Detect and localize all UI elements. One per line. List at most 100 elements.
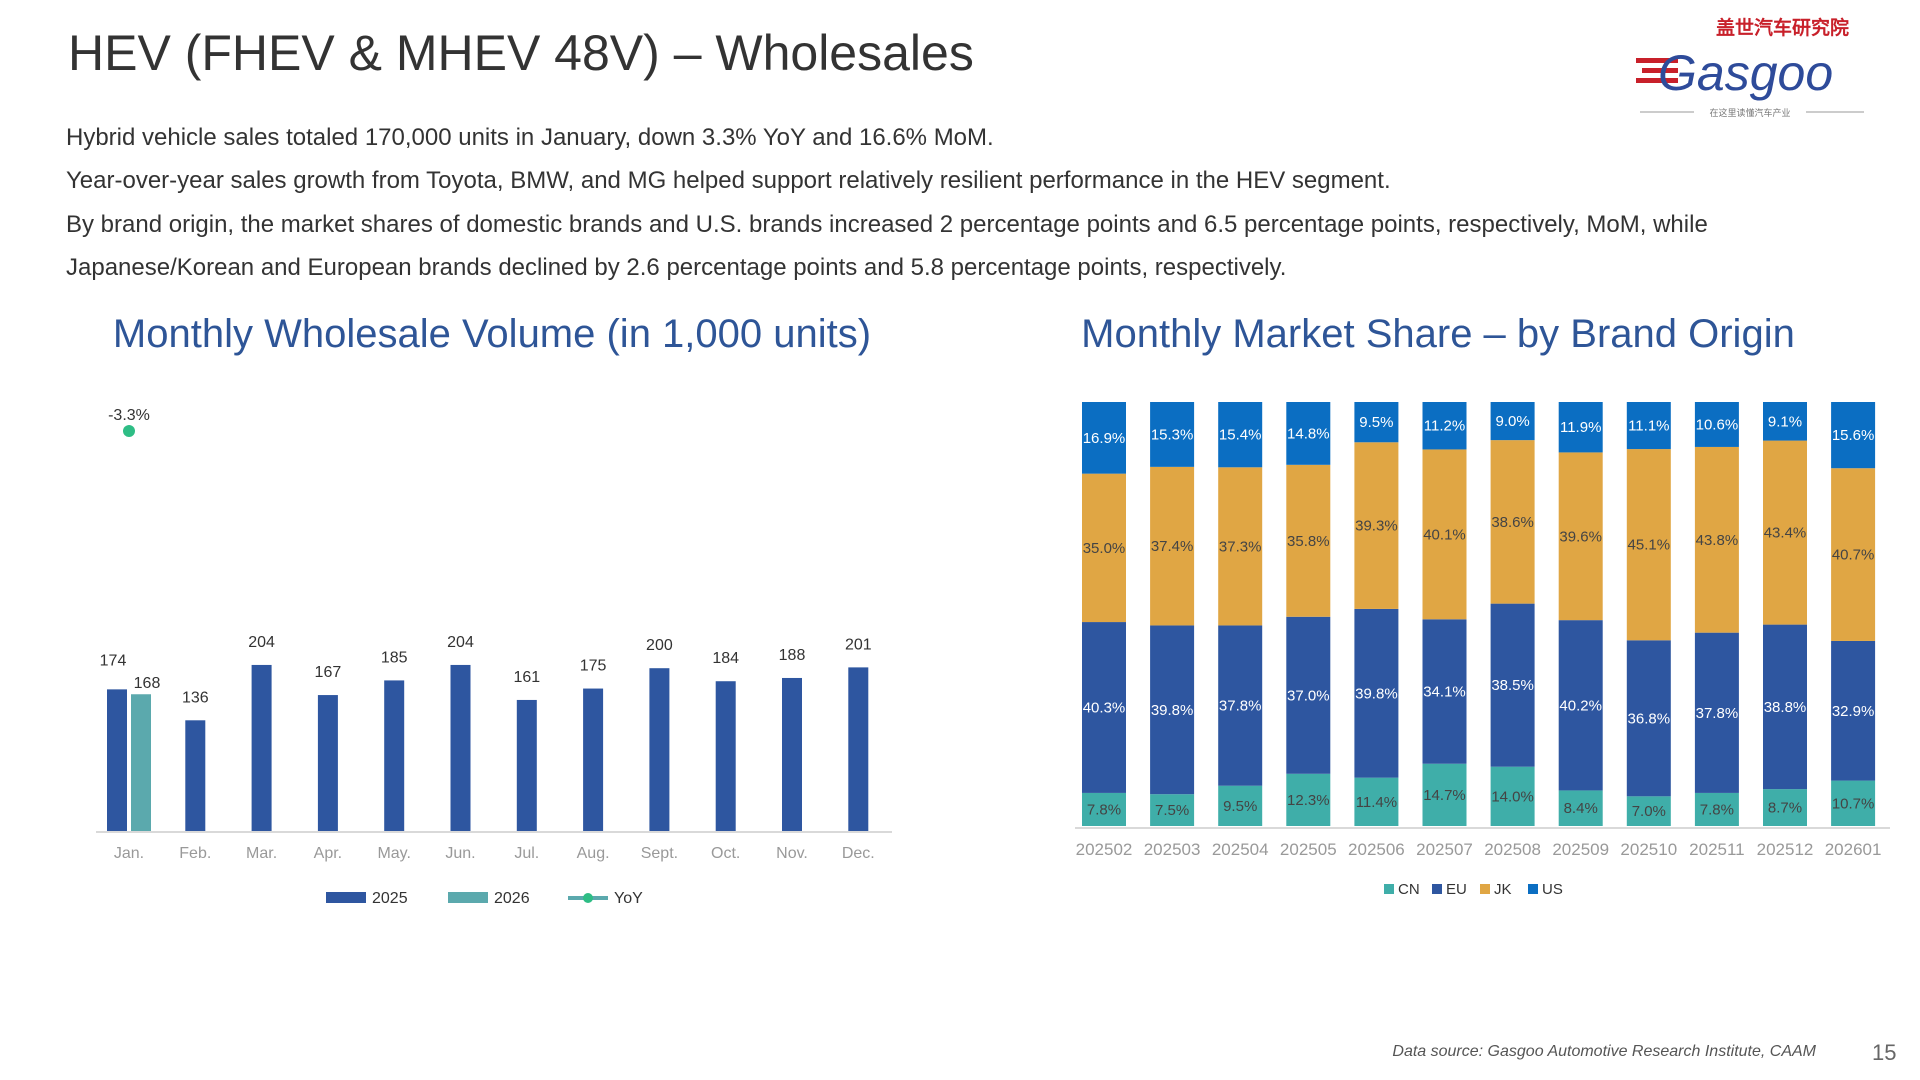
svg-text:在这里读懂汽车产业: 在这里读懂汽车产业 [1709,107,1790,118]
x-tick-label: 202503 [1144,840,1201,859]
x-tick-label: Dec. [842,845,875,862]
segment-label-eu: 40.3% [1083,699,1126,716]
segment-label-jk: 35.0% [1083,540,1126,557]
segment-label-eu: 34.1% [1423,684,1466,701]
bar-segment-us [1082,402,1126,474]
bar-segment-us [1558,402,1603,453]
legend-label-us: US [1542,881,1563,898]
x-tick-label: Nov. [776,845,808,862]
segment-label-cn: 7.8% [1087,801,1121,818]
x-tick-label: Aug. [577,845,610,862]
bar-segment-cn [1490,766,1535,826]
segment-label-cn: 8.7% [1768,800,1802,817]
segment-label-cn: 7.8% [1700,801,1734,818]
bar-segment-cn [1354,777,1399,826]
data-label-2026: 168 [134,675,161,692]
x-tick-label: 202601 [1825,840,1882,859]
page-number: 15 [1872,1040,1897,1065]
legend-label-eu: EU [1446,881,1467,898]
segment-label-us: 9.0% [1495,413,1529,430]
segment-label-us: 11.1% [1628,418,1669,435]
data-label-2025: 136 [182,689,209,706]
bar-segment-eu [1354,608,1399,778]
bar-segment-cn [1558,790,1603,826]
bar-segment-jk [1150,466,1195,626]
bar-segment-eu [1150,625,1195,795]
segment-label-jk: 37.4% [1151,538,1194,555]
segment-label-us: 15.3% [1151,426,1194,443]
bar-2025 [715,681,736,831]
segment-label-cn: 7.5% [1155,802,1189,819]
x-tick-label: 202511 [1689,840,1744,859]
bar-segment-us [1422,402,1467,450]
data-label-2025: 161 [513,669,540,686]
bar-segment-jk [1082,473,1126,623]
bar-segment-eu [1286,616,1331,774]
data-source-note: Data source: Gasgoo Automotive Research … [1392,1043,1816,1060]
bar-segment-jk [1694,446,1739,633]
bar-segment-eu [1694,632,1739,793]
segment-label-eu: 36.8% [1628,710,1671,727]
segment-label-eu: 39.8% [1355,685,1398,702]
data-label-2025: 204 [447,634,474,651]
bar-2025 [649,668,670,831]
bar-2025 [107,689,127,831]
bar-segment-cn [1286,773,1331,826]
bar-segment-eu [1490,603,1535,767]
segment-label-us: 11.2% [1424,418,1465,435]
x-tick-label: 202507 [1416,840,1473,859]
segment-label-us: 16.9% [1083,430,1126,447]
summary-line-1: Hybrid vehicle sales totaled 170,000 uni… [66,124,994,151]
legend-swatch-2025 [326,892,366,903]
x-tick-label: Jan. [114,845,144,862]
x-tick-label: 202506 [1348,840,1405,859]
segment-label-eu: 37.8% [1219,698,1262,715]
x-tick-label: 202505 [1280,840,1337,859]
legend-swatch-2026 [448,892,488,903]
x-tick-label: Mar. [246,845,277,862]
bar-segment-cn [1422,763,1467,826]
data-label-2025: 185 [381,649,408,666]
legend-label-yoy: YoY [614,890,643,907]
bar-segment-jk [1354,442,1399,609]
segment-label-cn: 10.7% [1832,795,1875,812]
gasgoo-logo: 盖世汽车研究院 Gasgoo 在这里读懂汽车产业 [1636,14,1868,120]
summary-line-3: By brand origin, the market shares of do… [66,211,1708,238]
segment-label-jk: 37.3% [1219,538,1262,555]
segment-label-jk: 38.6% [1491,514,1534,531]
x-tick-label: 202502 [1076,840,1133,859]
svg-text:Gasgoo: Gasgoo [1658,45,1833,101]
x-tick-label: 202512 [1757,840,1814,859]
legend-marker-yoy [583,893,593,903]
data-label-2025: 188 [779,647,806,664]
bar-segment-eu [1831,640,1876,781]
segment-label-eu: 40.2% [1559,697,1602,714]
segment-label-eu: 37.0% [1287,687,1330,704]
x-tick-label: Oct. [711,845,740,862]
bar-segment-us [1150,402,1195,467]
bar-segment-cn [1218,785,1263,826]
market-share-chart: 7.8% 40.3% 35.0% 16.9% 202502 7.5% 39.8% 37.4% 1… [1075,402,1890,898]
bar-segment-us [1490,402,1535,441]
yoy-point [123,425,135,437]
segment-label-eu: 39.8% [1151,702,1194,719]
bar-segment-cn [1831,780,1876,826]
page-title: HEV (FHEV & MHEV 48V) – Wholesales [68,25,974,81]
legend-label-2025: 2025 [372,890,408,907]
data-label-2025: 201 [845,636,872,653]
bar-segment-us [1831,402,1876,469]
data-label-2025: 174 [100,652,127,669]
bar-segment-jk [1218,467,1263,626]
x-tick-label: 202510 [1620,840,1677,859]
segment-label-jk: 39.3% [1355,518,1398,535]
bar-segment-jk [1626,449,1671,641]
legend-label-2026: 2026 [494,890,530,907]
segment-label-us: 14.8% [1287,425,1330,442]
segment-label-eu: 37.8% [1696,705,1739,722]
bar-segment-us [1354,402,1399,443]
x-tick-label: 202504 [1212,840,1269,859]
x-tick-label: Feb. [179,845,211,862]
segment-label-jk: 43.4% [1764,525,1807,542]
segment-label-cn: 14.0% [1491,788,1534,805]
volume-chart-title: Monthly Wholesale Volume (in 1,000 units… [112,312,872,356]
